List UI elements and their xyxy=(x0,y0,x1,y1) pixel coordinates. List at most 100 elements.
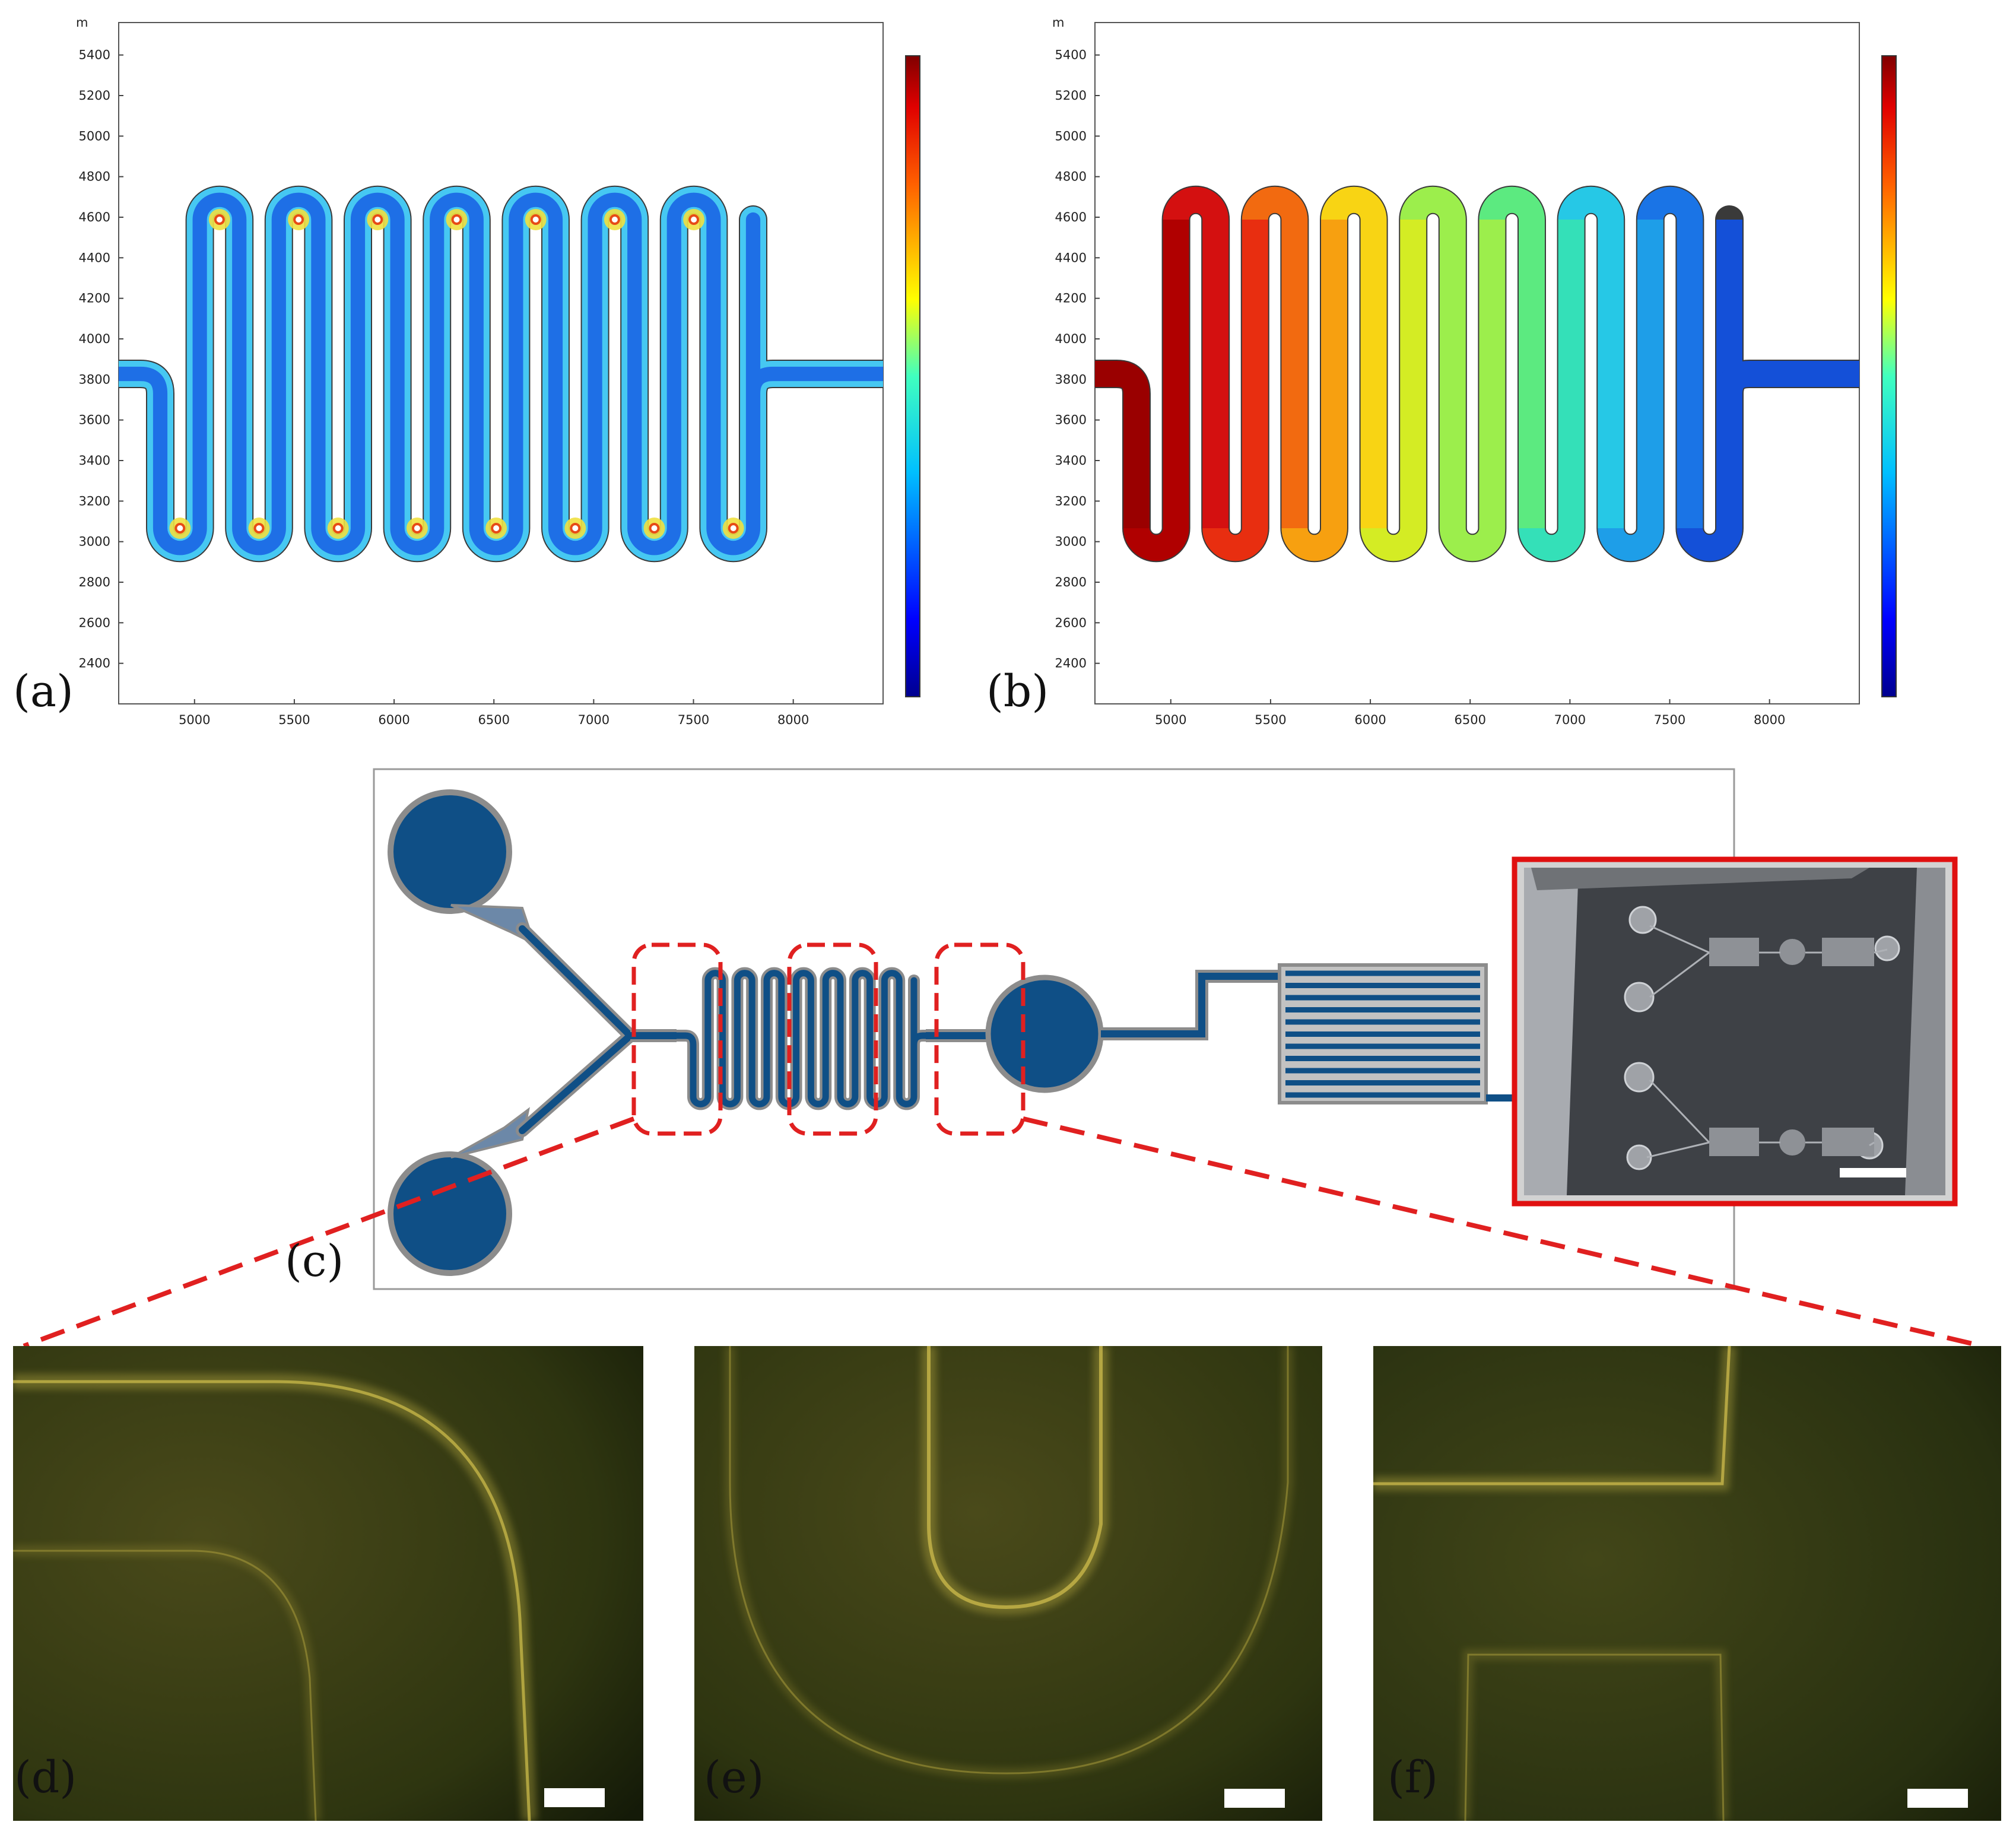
x-tick-label: 5500 xyxy=(278,713,310,727)
panel-a-plot: m 5000 5500 6000 6500 7000 7500 8000 2400 2600 28… xyxy=(76,15,920,727)
channel-segment xyxy=(1439,220,1506,561)
x-tick-label: 8000 xyxy=(1754,713,1785,727)
x-tick-label: 7500 xyxy=(678,713,709,727)
colorbar xyxy=(1881,55,1897,697)
axis-ticks: 5000 5500 6000 6500 7000 7500 8000 2400 2600 2800… xyxy=(1055,48,1786,727)
bend-inner xyxy=(1351,217,1357,223)
y-tick-label: 3400 xyxy=(79,453,110,468)
bend-inner xyxy=(453,217,460,223)
y-tick-label: 4800 xyxy=(79,170,110,184)
panel-b-label: (b) xyxy=(986,666,1049,717)
y-tick-label: 2400 xyxy=(79,656,110,671)
bend-inner xyxy=(177,525,183,531)
bend-inner xyxy=(1192,217,1199,223)
y-tick-label: 4400 xyxy=(79,250,110,265)
y-tick-label: 3400 xyxy=(1055,453,1087,468)
photo-scale-bar xyxy=(1840,1168,1906,1177)
bend-inner xyxy=(651,525,658,531)
bend-inner xyxy=(1469,525,1476,531)
panel-e-label: (e) xyxy=(704,1752,764,1803)
y-tick-label: 2400 xyxy=(1055,656,1087,671)
y-tick-label: 3600 xyxy=(79,413,110,427)
bend-inner xyxy=(730,525,736,531)
channel-segment xyxy=(1598,220,1663,561)
x-tick-label: 8000 xyxy=(777,713,809,727)
y-tick-label: 2600 xyxy=(1055,615,1087,630)
bend-inner xyxy=(1667,217,1674,223)
serpentine-mixer xyxy=(677,967,929,1110)
y-tick-label: 4800 xyxy=(1055,170,1087,184)
y-inlet-channels xyxy=(519,925,634,1134)
y-tick-label: 3800 xyxy=(1055,372,1087,386)
y-tick-label: 4200 xyxy=(1055,291,1087,306)
bend-inner xyxy=(1272,217,1278,223)
channel-segment xyxy=(1242,186,1308,528)
mixer-channel xyxy=(677,970,926,1107)
bend-inner xyxy=(1232,525,1239,531)
inlet-reservoir-top xyxy=(388,789,512,914)
channel-segment xyxy=(1637,186,1703,528)
panel-c-schematic xyxy=(23,768,1983,1347)
channel-segment xyxy=(1360,220,1427,561)
colorbar xyxy=(905,55,920,697)
y-tick-label: 4000 xyxy=(1055,332,1087,346)
zoom-ray-right xyxy=(1023,1116,1983,1347)
bend-inner xyxy=(1311,525,1317,531)
x-tick-label: 5500 xyxy=(1255,713,1286,727)
device-photo-inset xyxy=(1512,856,1958,1207)
channel-core-field xyxy=(119,192,883,556)
x-tick-label: 7000 xyxy=(1554,713,1586,727)
y-tick-label: 5200 xyxy=(1055,88,1087,103)
channel-segment xyxy=(1677,220,1742,561)
y-tick-label: 3600 xyxy=(1055,413,1087,427)
inset-frame xyxy=(1512,856,1958,1207)
channel-segment xyxy=(1321,186,1387,528)
scale-bar xyxy=(1224,1789,1285,1808)
channel-segment xyxy=(1123,220,1189,561)
bend-inner xyxy=(1548,525,1555,531)
channel-segment xyxy=(1202,220,1268,561)
panel-d-label: (d) xyxy=(14,1752,77,1803)
bend-inner xyxy=(1153,525,1160,531)
y-tick-label: 4000 xyxy=(79,332,110,346)
x-tick-label: 5000 xyxy=(179,713,210,727)
serpentine-field xyxy=(119,185,883,563)
reaction-chamber xyxy=(985,975,1104,1093)
x-tick-label: 6000 xyxy=(1354,713,1386,727)
connecting-channel xyxy=(1101,973,1281,1037)
y-tick-label: 3800 xyxy=(79,372,110,386)
scale-bar xyxy=(544,1788,605,1807)
bend-inner xyxy=(611,217,618,223)
unit-label: m xyxy=(76,15,88,30)
y-tick-label: 4600 xyxy=(79,210,110,224)
bend-inner xyxy=(256,525,262,531)
panel-f-label: (f) xyxy=(1388,1752,1439,1803)
bend-inner xyxy=(1588,217,1594,223)
axis-ticks: 5000 5500 6000 6500 7000 7500 8000 2400 2600 2800… xyxy=(79,48,809,727)
x-tick-label: 6000 xyxy=(378,713,409,727)
bend-inner xyxy=(1430,217,1436,223)
panel-b-plot: m 5000 5500 6000 6500 7000 7500 8000 2400 2600 28… xyxy=(1052,15,1897,727)
y-tick-label: 4600 xyxy=(1055,210,1087,224)
bend-inner xyxy=(493,525,500,531)
y-tick-label: 5200 xyxy=(79,88,110,103)
channel-segment xyxy=(1281,220,1347,561)
y-tick-label: 3200 xyxy=(79,494,110,508)
y-tick-label: 2600 xyxy=(79,615,110,630)
panel-d-micrograph xyxy=(13,1346,643,1821)
panel-f-micrograph xyxy=(1373,1346,2001,1821)
channel-segment xyxy=(1479,186,1545,528)
x-tick-label: 6500 xyxy=(478,713,510,727)
panel-e-micrograph xyxy=(694,1346,1322,1821)
y-tick-label: 5400 xyxy=(1055,48,1087,62)
y-tick-label: 2800 xyxy=(1055,575,1087,589)
bend-inner xyxy=(572,525,579,531)
x-tick-label: 7000 xyxy=(578,713,609,727)
x-tick-label: 7500 xyxy=(1654,713,1685,727)
channel-segment xyxy=(1095,361,1150,528)
channel-segment xyxy=(1716,361,1859,528)
bend-inner xyxy=(374,217,381,223)
channel-segment xyxy=(1400,186,1466,528)
channel-segment xyxy=(1558,186,1624,528)
inlet-reservoir-bottom xyxy=(388,1151,512,1276)
